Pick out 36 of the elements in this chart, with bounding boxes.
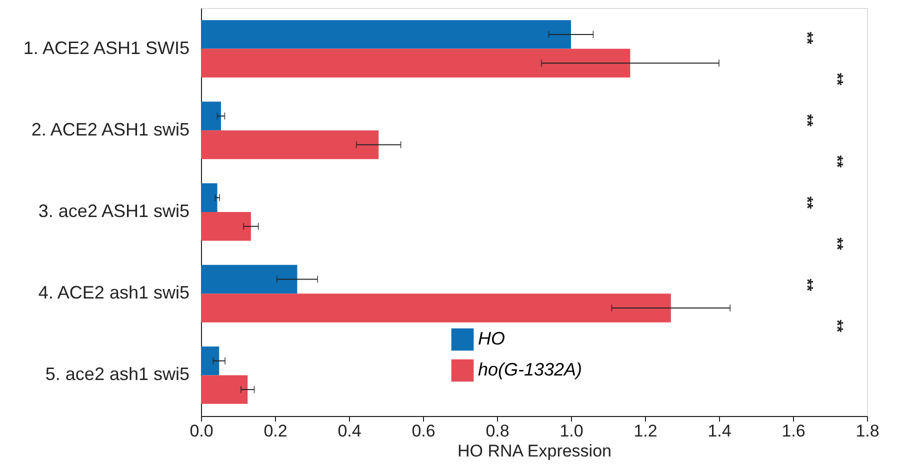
y-tick-label: 3. ace2 ASH1 swi5: [38, 201, 190, 221]
bar: [201, 48, 630, 78]
y-tick-label: 2. ACE2 ASH1 swi5: [31, 119, 190, 140]
annotation: **: [798, 114, 815, 128]
x-tick-label: 1.4: [708, 422, 732, 440]
x-tick-label: 1.8: [856, 422, 880, 440]
annotation: **: [828, 72, 845, 86]
x-tick-label: 1.2: [634, 422, 658, 440]
annotation: **: [798, 196, 815, 210]
y-tick-label: 1. ACE2 ASH1 SWI5: [23, 38, 190, 58]
bar: [201, 346, 220, 376]
y-tick-label: 5. ace2 ash1 swi5: [45, 364, 190, 384]
legend-label: HO: [478, 328, 505, 348]
annotation: **: [798, 32, 815, 45]
y-tick-label: 4. ACE2 ash1 swi5: [38, 282, 190, 303]
x-tick-label: 0.8: [486, 422, 510, 440]
annotation: **: [828, 320, 845, 333]
x-tick-label: 0.0: [190, 422, 214, 440]
bar: [201, 294, 671, 322]
bar: [201, 102, 221, 130]
bar: [201, 183, 218, 212]
bar: [201, 20, 571, 49]
bar: [201, 212, 251, 241]
annotation: **: [828, 155, 845, 168]
annotation: **: [798, 278, 815, 292]
bar: [201, 264, 298, 294]
x-tick-label: 0.6: [412, 422, 436, 440]
x-tick-label: 1.0: [560, 422, 584, 440]
annotation: **: [828, 237, 845, 251]
legend-label: ho(G-1332A): [478, 360, 582, 380]
bar: [201, 375, 248, 404]
x-axis-title: HO RNA Expression: [458, 442, 612, 460]
bar: [201, 130, 379, 160]
x-tick-label: 0.2: [264, 422, 288, 440]
x-tick-label: 0.4: [338, 422, 362, 440]
x-tick-label: 1.6: [782, 422, 806, 440]
